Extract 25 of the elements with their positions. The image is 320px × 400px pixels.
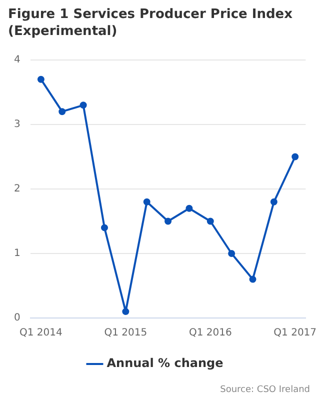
- legend-label: Annual % change: [106, 356, 224, 370]
- y-tick-label: 0: [14, 312, 20, 324]
- y-tick-label: 2: [14, 184, 20, 195]
- point: [292, 153, 299, 160]
- point: [228, 250, 236, 257]
- y-tick-label: 3: [14, 119, 20, 130]
- point: [249, 276, 256, 283]
- point: [58, 108, 66, 116]
- point: [186, 204, 193, 212]
- point: [206, 218, 214, 225]
- x-tick-label: Q1 2014: [20, 328, 62, 339]
- point: [164, 218, 172, 225]
- point: [80, 102, 87, 109]
- point: [270, 198, 278, 206]
- chart-title: Figure 1 Services Producer Price Index (Experimental): [8, 6, 294, 40]
- point: [122, 308, 130, 316]
- point: [100, 224, 108, 232]
- x-tick-label: Q1 2015: [104, 328, 148, 339]
- y-tick-label: 4: [14, 54, 20, 66]
- point: [37, 76, 44, 83]
- y-tick-label: 1: [14, 248, 20, 260]
- point: [143, 198, 150, 206]
- source-note: Source: CSO Ireland: [220, 385, 310, 395]
- x-tick-label: Q1 2017: [274, 328, 317, 339]
- x-tick-label: Q1 2016: [188, 328, 232, 339]
